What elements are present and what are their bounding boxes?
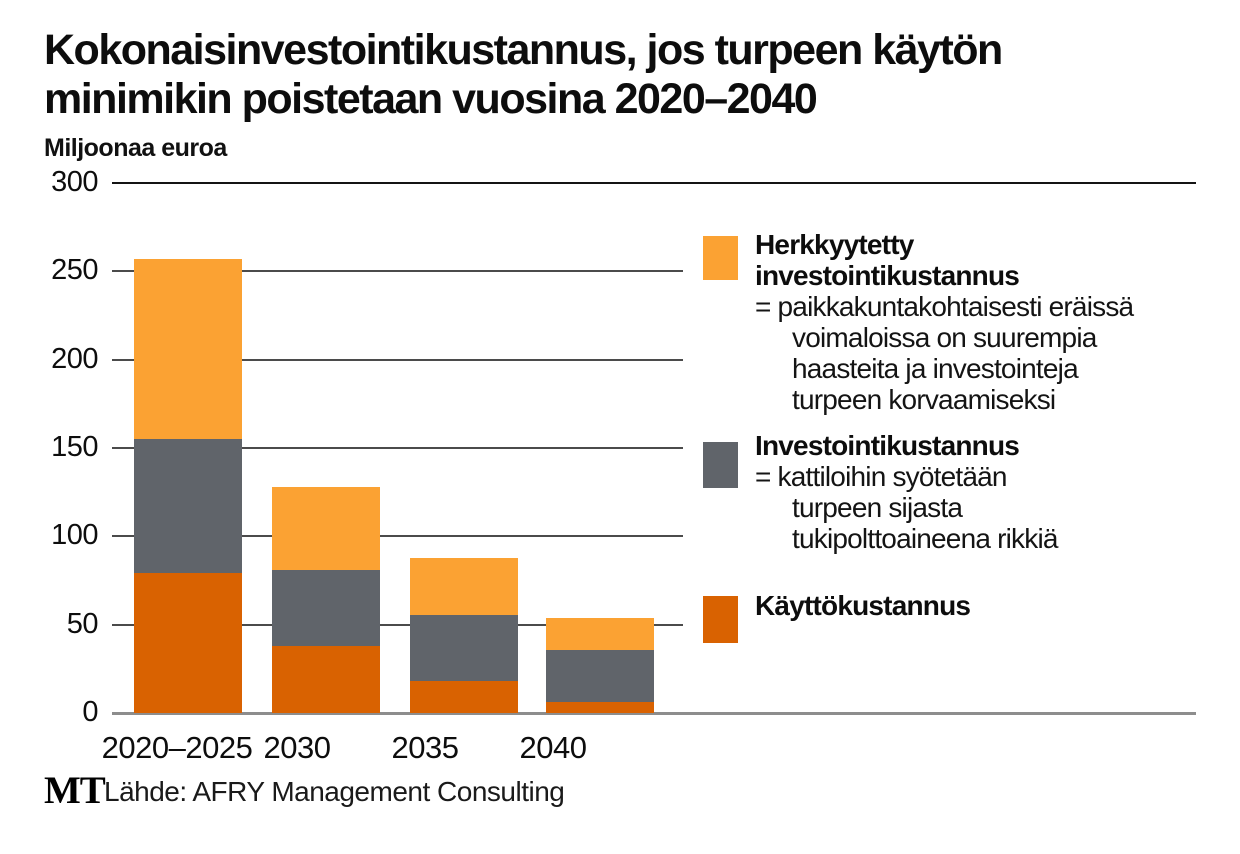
x-axis-label-2035: 2035	[391, 730, 459, 765]
gridline-100	[112, 535, 683, 537]
gridline-300	[112, 182, 1196, 184]
bar-segment-2030-gray	[272, 570, 380, 646]
legend-item-desc-line: = kattiloihin syötetään	[755, 461, 1007, 492]
gridline-200	[112, 359, 683, 361]
legend-item-desc-line: turpeen korvaamiseksi	[792, 384, 1056, 415]
gridline-250	[112, 270, 683, 272]
bar-segment-2030-dark_orange	[272, 646, 380, 713]
legend-item-text-3: Käyttökustannus	[755, 590, 1225, 621]
legend-item-name-line: investointikustannus	[755, 260, 1020, 291]
bar-segment-2035-light_orange	[410, 558, 518, 615]
legend-item-text-1: Herkkyytetty investointikustannus = paikka…	[755, 229, 1225, 415]
bar-segment-2040-gray	[546, 649, 654, 702]
legend-swatch-gray	[703, 442, 738, 488]
legend-swatch-dark_orange	[703, 596, 738, 643]
legend-item-name-line: Investointikustannus	[755, 430, 1020, 461]
legend-item-desc-line: turpeen sijasta	[792, 492, 963, 523]
legend-item-desc-line: haasteita ja investointeja	[792, 353, 1079, 384]
y-tick-label-250: 250	[51, 254, 98, 286]
legend-item-desc-line: = paikkakuntakohtaisesti eräissä	[755, 291, 1134, 322]
legend-item-name-line: Herkkyytetty	[755, 229, 914, 260]
y-tick-label-150: 150	[51, 431, 98, 463]
legend-item-desc-line: tukipolttoaineena rikkiä	[792, 523, 1058, 554]
y-tick-label-300: 300	[51, 166, 98, 198]
y-tick-label-100: 100	[51, 519, 98, 551]
bar-segment-2040-dark_orange	[546, 702, 654, 713]
bar-segment-20202025-dark_orange	[134, 573, 242, 713]
source-text: Lähde: AFRY Management Consulting	[104, 776, 565, 807]
gridline-50	[112, 624, 683, 626]
chart-title: Kokonaisinvestointikustannus, jos turpee…	[44, 26, 1204, 124]
gridline-150	[112, 447, 683, 449]
legend-item-desc-line: voimaloissa on suurempia	[792, 322, 1097, 353]
gridline-0	[112, 712, 1196, 715]
bar-segment-20202025-light_orange	[134, 259, 242, 439]
bar-segment-2035-dark_orange	[410, 681, 518, 713]
y-tick-label-0: 0	[82, 696, 98, 728]
y-tick-label-50: 50	[66, 608, 99, 640]
x-axis-label-2030: 2030	[263, 730, 331, 765]
legend-swatch-light_orange	[703, 236, 738, 280]
x-axis-label-2040: 2040	[519, 730, 587, 765]
y-tick-label-200: 200	[51, 343, 98, 375]
bar-segment-2035-gray	[410, 614, 518, 681]
legend-item-name-line: Käyttökustannus	[755, 590, 971, 621]
mt-logo: MT	[44, 769, 106, 812]
bar-segment-20202025-gray	[134, 439, 242, 573]
y-axis-unit-label: Miljoonaa euroa	[44, 134, 227, 162]
bar-segment-2040-light_orange	[546, 618, 654, 650]
x-axis-label-20202025: 2020–2025	[101, 730, 253, 765]
chart-title-line1: Kokonaisinvestointikustannus, jos turpee…	[44, 26, 1003, 74]
chart-title-line2: minimikin poistetaan vuosina 2020–2040	[44, 75, 818, 123]
legend-item-text-2: Investointikustannus = kattiloihin syötet…	[755, 430, 1225, 554]
bar-segment-2030-light_orange	[272, 487, 380, 570]
